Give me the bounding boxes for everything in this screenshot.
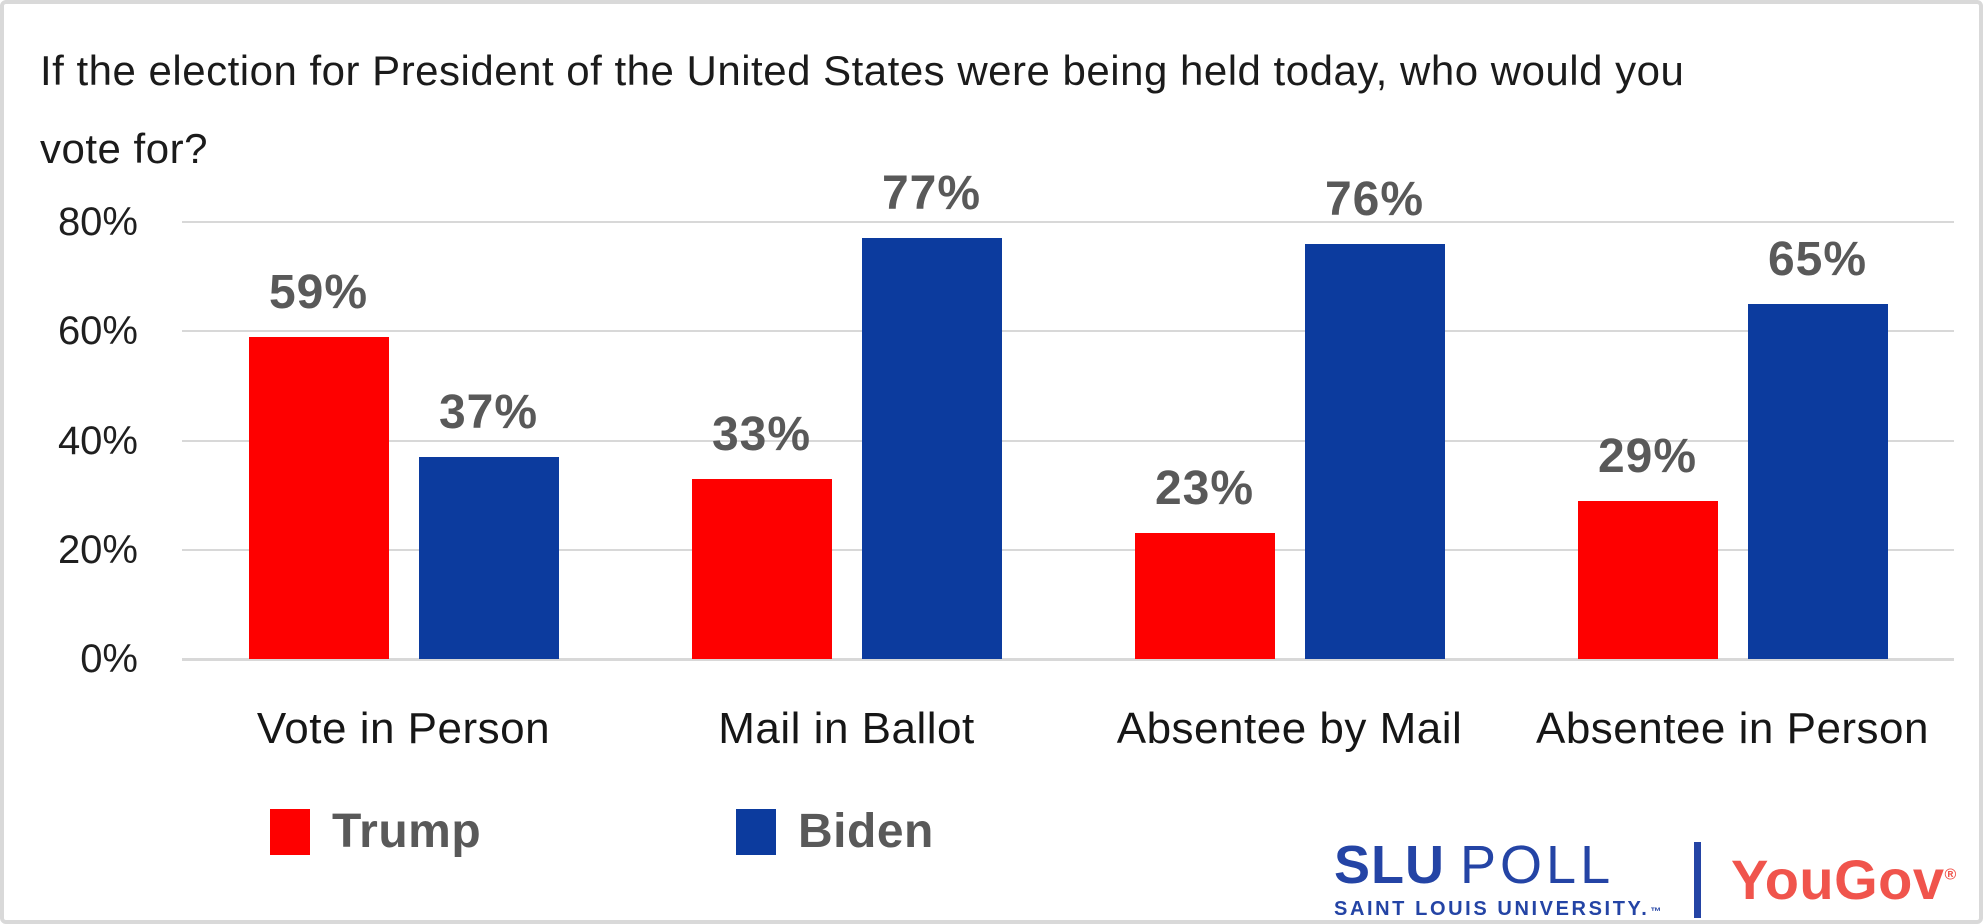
- legend-label-biden: Biden: [798, 805, 934, 858]
- legend-label-trump: Trump: [332, 805, 482, 858]
- slu-wordmark-bold: SLU: [1334, 835, 1445, 895]
- slu-subtitle: SAINT LOUIS UNIVERSITY.™: [1334, 898, 1664, 920]
- bar-biden-absentee-by-mail: [1304, 243, 1445, 659]
- data-label-trump-absentee-in-person: 29%: [1597, 429, 1698, 483]
- yougov-wordmark: YouGov: [1731, 848, 1945, 911]
- branding-footer: SLU POLL SAINT LOUIS UNIVERSITY.™ YouGov…: [1334, 838, 1957, 920]
- bar-biden-mail-in-ballot: [861, 238, 1002, 659]
- chart-title: If the election for President of the Uni…: [40, 47, 1685, 172]
- gridline-60: [182, 330, 1954, 333]
- y-tick-label-20: 20%: [57, 527, 138, 572]
- logo-divider: [1694, 841, 1701, 918]
- legend-item-biden: Biden: [736, 804, 934, 859]
- slu-subtitle-text: SAINT LOUIS UNIVERSITY.: [1334, 898, 1650, 920]
- bar-trump-absentee-by-mail: [1134, 533, 1275, 659]
- bar-trump-absentee-in-person: [1577, 500, 1718, 659]
- legend-item-trump: Trump: [270, 804, 481, 859]
- y-tick-label-60: 60%: [57, 309, 138, 354]
- data-label-biden-vote-in-person: 37%: [438, 385, 539, 439]
- gridline-20: [182, 548, 1954, 551]
- slu-poll-wordmark: SLU POLL: [1334, 838, 1614, 892]
- category-label-absentee-by-mail: Absentee by Mail: [1116, 704, 1463, 753]
- data-label-trump-mail-in-ballot: 33%: [711, 407, 812, 461]
- slu-poll-logo: SLU POLL SAINT LOUIS UNIVERSITY.™: [1334, 838, 1664, 920]
- y-tick-label-80: 80%: [57, 200, 138, 244]
- category-label-vote-in-person: Vote in Person: [256, 704, 551, 753]
- data-label-biden-absentee-in-person: 65%: [1767, 232, 1868, 286]
- y-tick-label-0: 0%: [80, 637, 138, 681]
- bar-trump-vote-in-person: [248, 336, 389, 659]
- gridline-0: [182, 658, 1954, 661]
- gridline-80: [182, 221, 1954, 223]
- gridline-40: [182, 439, 1954, 442]
- data-label-trump-absentee-by-mail: 23%: [1154, 462, 1255, 516]
- data-label-biden-absentee-by-mail: 76%: [1324, 172, 1425, 226]
- poll-wordmark-light: POLL: [1460, 835, 1615, 895]
- bar-biden-vote-in-person: [418, 456, 559, 659]
- trademark-symbol: ™: [1650, 906, 1664, 918]
- data-label-biden-mail-in-ballot: 77%: [881, 167, 982, 221]
- legend-swatch-trump: [270, 808, 310, 855]
- category-label-absentee-in-person: Absentee in Person: [1535, 704, 1930, 753]
- data-label-trump-vote-in-person: 59%: [268, 265, 369, 319]
- plot-area: [182, 221, 1954, 661]
- bar-biden-absentee-in-person: [1747, 303, 1888, 659]
- registered-symbol: ®: [1944, 866, 1957, 884]
- y-tick-label-40: 40%: [57, 418, 138, 463]
- bar-trump-mail-in-ballot: [691, 478, 832, 659]
- category-label-mail-in-ballot: Mail in Ballot: [718, 704, 975, 753]
- yougov-logo: YouGov®: [1731, 847, 1957, 912]
- legend-swatch-biden: [736, 808, 776, 855]
